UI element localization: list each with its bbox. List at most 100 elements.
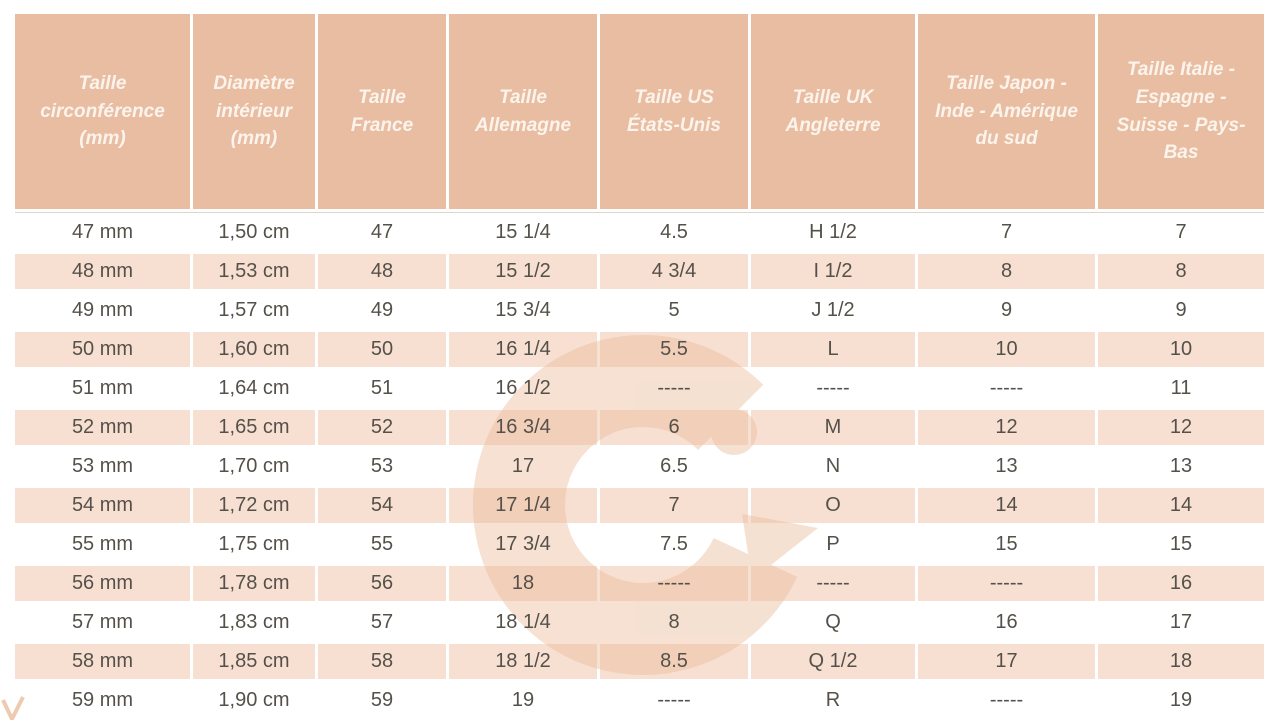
- table-cell: 54 mm: [15, 486, 193, 525]
- table-cell: 10: [1098, 330, 1264, 369]
- table-row: 49 mm 1,57 cm 49 15 3/4 5 J 1/2 9 9: [15, 291, 1264, 330]
- table-cell-value: 17: [995, 650, 1018, 672]
- table-cell-value: 1,83 cm: [218, 611, 290, 633]
- table-cell-value: 1,60 cm: [218, 338, 290, 360]
- table-cell: 7: [918, 213, 1098, 252]
- table-cell-value: 57 mm: [71, 611, 134, 633]
- table-cell: -----: [751, 564, 918, 603]
- table-cell: 15 1/2: [449, 252, 600, 291]
- table-cell-value: 15: [995, 533, 1018, 555]
- table-cell: -----: [600, 681, 751, 720]
- column-header-6: Taille UK Angleterre: [751, 14, 918, 209]
- column-header-3: Taille France: [318, 14, 449, 209]
- table-body: 47 mm 1,50 cm 47 15 1/4 4.5 H 1/2 7 7 48 mm 1,53 …: [15, 213, 1264, 720]
- table-cell-value: 14: [1169, 494, 1193, 516]
- table-cell-value: 15 1/2: [495, 260, 551, 282]
- table-cell: 56 mm: [15, 564, 193, 603]
- table-cell-value: -----: [816, 572, 850, 594]
- table-row: 57 mm 1,83 cm 57 18 1/4 8 Q 16 17: [15, 603, 1264, 642]
- table-row: 58 mm 1,85 cm 58 18 1/2 8.5 Q 1/2 17 18: [15, 642, 1264, 681]
- table-row: 47 mm 1,50 cm 47 15 1/4 4.5 H 1/2 7 7: [15, 213, 1264, 252]
- table-cell: 18: [1098, 642, 1264, 681]
- table-cell-value: M: [824, 416, 842, 438]
- table-cell: 1,70 cm: [193, 447, 318, 486]
- table-cell: N: [751, 447, 918, 486]
- table-cell: -----: [918, 681, 1098, 720]
- table-cell-value: 10: [995, 338, 1018, 360]
- table-cell: 8.5: [600, 642, 751, 681]
- column-header-label: Taille UK Angleterre: [785, 86, 881, 136]
- table-cell: 14: [1098, 486, 1264, 525]
- table-cell-value: 54: [370, 494, 394, 516]
- table-row: 59 mm 1,90 cm 59 19 ----- R ----- 19: [15, 681, 1264, 720]
- table-cell-value: O: [825, 494, 841, 516]
- table-cell: 9: [918, 291, 1098, 330]
- table-cell: 17: [449, 447, 600, 486]
- table-cell: 15: [918, 525, 1098, 564]
- table-cell: 50: [318, 330, 449, 369]
- table-cell-value: 4 3/4: [651, 260, 697, 282]
- table-cell-value: 13: [995, 455, 1018, 477]
- table-cell-value: 59: [370, 689, 394, 711]
- table-cell: 1,57 cm: [193, 291, 318, 330]
- table-cell: 55 mm: [15, 525, 193, 564]
- table-cell: 1,83 cm: [193, 603, 318, 642]
- table-cell: 16 1/4: [449, 330, 600, 369]
- table-cell-value: 51: [370, 377, 394, 399]
- table-cell-value: 1,64 cm: [218, 377, 290, 399]
- table-cell: 15 3/4: [449, 291, 600, 330]
- table-cell-value: 1,65 cm: [218, 416, 290, 438]
- table-cell-value: 18: [1169, 650, 1193, 672]
- table-cell: 7: [1098, 213, 1264, 252]
- table-cell: 17: [1098, 603, 1264, 642]
- table-cell-value: 47: [370, 221, 394, 243]
- table-cell: 51 mm: [15, 369, 193, 408]
- table-cell: 52 mm: [15, 408, 193, 447]
- table-cell: 47: [318, 213, 449, 252]
- table-cell: -----: [918, 564, 1098, 603]
- table-cell-value: 56 mm: [71, 572, 134, 594]
- table-cell: -----: [751, 369, 918, 408]
- table-cell: 16 3/4: [449, 408, 600, 447]
- column-header-label: Taille US États-Unis: [627, 86, 721, 136]
- table-cell: 16: [1098, 564, 1264, 603]
- table-cell: 1,50 cm: [193, 213, 318, 252]
- table-cell-value: 16: [1169, 572, 1193, 594]
- table-cell: 47 mm: [15, 213, 193, 252]
- table-cell-value: 55: [370, 533, 394, 555]
- table-cell-value: 49: [370, 299, 394, 321]
- table-cell: 5: [600, 291, 751, 330]
- table-cell-value: -----: [989, 689, 1024, 711]
- table-row: 55 mm 1,75 cm 55 17 3/4 7.5 P 15 15: [15, 525, 1264, 564]
- table-cell: 57 mm: [15, 603, 193, 642]
- table-cell-value: 1,78 cm: [218, 572, 290, 594]
- table-cell: 19: [449, 681, 600, 720]
- table-row: 48 mm 1,53 cm 48 15 1/2 4 3/4 I 1/2 8 8: [15, 252, 1264, 291]
- table-cell-value: 17: [511, 455, 535, 477]
- table-cell-value: 58: [370, 650, 394, 672]
- table-cell: 12: [1098, 408, 1264, 447]
- table-cell-value: 8: [1000, 260, 1013, 282]
- table-cell-value: 15 3/4: [495, 299, 551, 321]
- table-cell: 1,60 cm: [193, 330, 318, 369]
- column-header-label: Taille circonférence (mm): [40, 73, 165, 150]
- table-cell: -----: [600, 564, 751, 603]
- table-cell: 17 1/4: [449, 486, 600, 525]
- table-cell: H 1/2: [751, 213, 918, 252]
- table-cell-value: 18 1/4: [495, 611, 551, 633]
- table-cell-value: 15: [1169, 533, 1193, 555]
- table-cell: 48: [318, 252, 449, 291]
- table-cell-value: 5: [668, 299, 680, 321]
- table-cell-value: 18 1/2: [495, 650, 551, 672]
- table-cell: 17: [918, 642, 1098, 681]
- table-cell: 7.5: [600, 525, 751, 564]
- table-cell: Q 1/2: [751, 642, 918, 681]
- table-cell: I 1/2: [751, 252, 918, 291]
- table-cell-value: 16 1/2: [495, 377, 551, 399]
- table-cell-value: 6: [668, 416, 680, 438]
- table-cell: 6.5: [600, 447, 751, 486]
- table-cell-value: 12: [995, 416, 1018, 438]
- table-cell-value: I 1/2: [813, 260, 853, 282]
- table-cell-value: Q 1/2: [808, 650, 858, 672]
- table-cell: 16: [918, 603, 1098, 642]
